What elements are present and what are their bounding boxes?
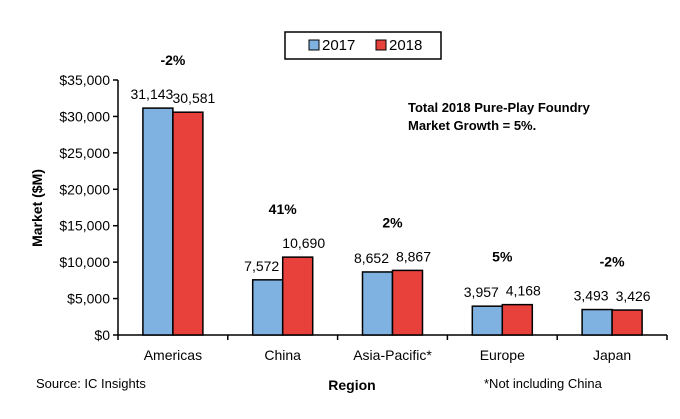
- bar-2017-japan: [581, 308, 613, 336]
- y-tick-label: $30,000: [59, 108, 110, 124]
- bar-2018-asiapacific: [391, 269, 424, 336]
- legend-swatch-2018: [375, 39, 387, 51]
- x-tick-label: Europe: [480, 347, 525, 363]
- bar-2018-china: [281, 256, 314, 336]
- value-label-2017: 7,572: [244, 258, 279, 274]
- legend-label-2018: 2018: [389, 37, 422, 54]
- x-axis-title: Region: [328, 377, 375, 393]
- x-tick-label: China: [264, 347, 301, 363]
- growth-label: 2%: [382, 214, 403, 230]
- value-label-2018: 10,690: [282, 235, 325, 251]
- axes: $0 $5,000 $10,000 $15,000 $20,000 $25,000 $30,…: [59, 72, 668, 363]
- value-label-2018: 30,581: [172, 90, 215, 106]
- y-tick-label: $15,000: [59, 218, 110, 234]
- y-tick-label: $35,000: [59, 72, 110, 88]
- value-label-2018: 3,426: [616, 288, 651, 304]
- growth-label: -2%: [160, 52, 185, 68]
- bar-2017-asiapacific: [361, 271, 394, 336]
- bar-2018-europe: [501, 303, 534, 336]
- bar-2018-americas: [172, 111, 204, 336]
- bar-2017-china: [251, 279, 284, 336]
- y-axis-title: Market ($M): [29, 169, 45, 247]
- bars: [142, 107, 643, 336]
- legend-swatch-2017: [308, 39, 320, 51]
- bar-2017-americas: [142, 107, 174, 336]
- x-tick-label: Japan: [593, 347, 631, 363]
- x-tick-label: Asia-Pacific*: [353, 347, 432, 363]
- bar-2017-europe: [471, 305, 504, 336]
- y-tick-label: $0: [94, 327, 110, 343]
- value-label-2018: 4,168: [506, 283, 541, 299]
- value-label-2017: 31,143: [130, 86, 173, 102]
- annotation-line-1: Total 2018 Pure-Play Foundry: [408, 100, 591, 115]
- footnote: *Not including China: [484, 376, 603, 391]
- growth-label: 5%: [492, 249, 513, 265]
- bar-2018-japan: [611, 309, 643, 336]
- growth-label: 41%: [269, 201, 298, 217]
- value-label-2017: 3,493: [574, 288, 609, 304]
- legend: 2017 2018: [284, 31, 442, 60]
- growth-label: -2%: [600, 254, 625, 270]
- y-tick-label: $5,000: [67, 291, 110, 307]
- legend-label-2017: 2017: [322, 37, 355, 54]
- value-label-2018: 8,867: [396, 248, 431, 264]
- value-label-2017: 3,957: [464, 284, 499, 300]
- value-label-2017: 8,652: [354, 250, 389, 266]
- y-tick-label: $25,000: [59, 145, 110, 161]
- x-tick-label: Americas: [144, 347, 202, 363]
- source-note: Source: IC Insights: [36, 376, 146, 391]
- y-tick-label: $10,000: [59, 254, 110, 270]
- y-tick-label: $20,000: [59, 181, 110, 197]
- annotation-line-2: Market Growth = 5%.: [408, 118, 536, 133]
